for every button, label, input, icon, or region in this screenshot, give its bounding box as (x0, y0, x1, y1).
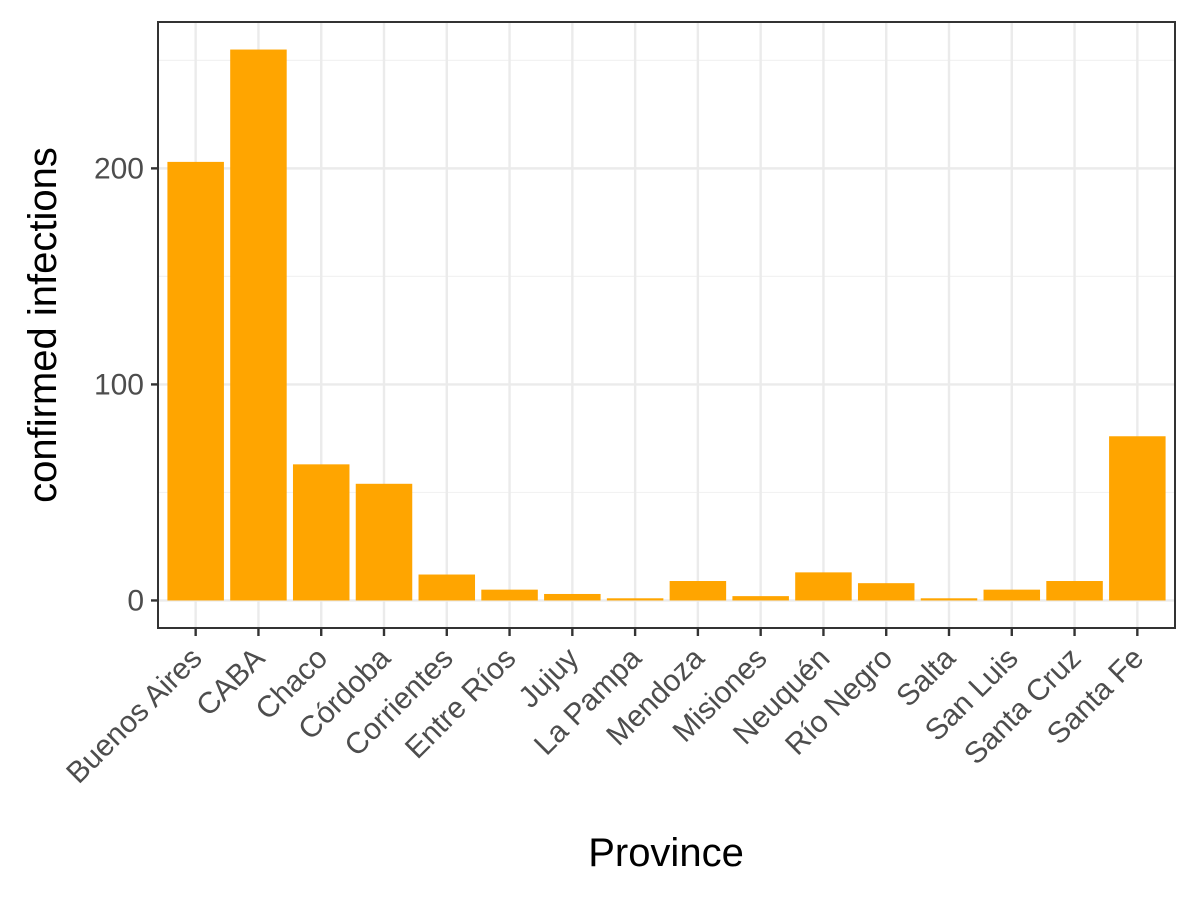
bar (167, 161, 224, 601)
x-tick-label: Buenos Aires (60, 642, 208, 790)
y-tick-label: 100 (94, 368, 144, 401)
bar (732, 596, 789, 601)
bar (920, 598, 978, 601)
bar (292, 464, 350, 601)
y-tick-label: 0 (127, 584, 144, 617)
bar (1046, 581, 1103, 601)
bar (355, 483, 413, 601)
y-axis: 0 100 200 (94, 152, 158, 617)
bar (544, 593, 601, 601)
bar (606, 598, 664, 601)
plot-frame (157, 21, 1176, 629)
grid-lines (158, 22, 1175, 628)
bar (795, 572, 852, 601)
y-axis-title: confirmed infections (21, 147, 65, 503)
bar (1109, 436, 1166, 601)
x-axis-title: Province (588, 831, 744, 875)
x-axis: Buenos AiresCABAChacoCórdobaCorrientesEn… (60, 628, 1150, 790)
bar (983, 589, 1041, 601)
bar (481, 589, 538, 601)
bar (230, 49, 287, 601)
bar (418, 574, 476, 601)
bar (669, 581, 727, 601)
bars (167, 49, 1166, 601)
bar (857, 583, 915, 601)
y-tick-label: 200 (94, 152, 144, 185)
